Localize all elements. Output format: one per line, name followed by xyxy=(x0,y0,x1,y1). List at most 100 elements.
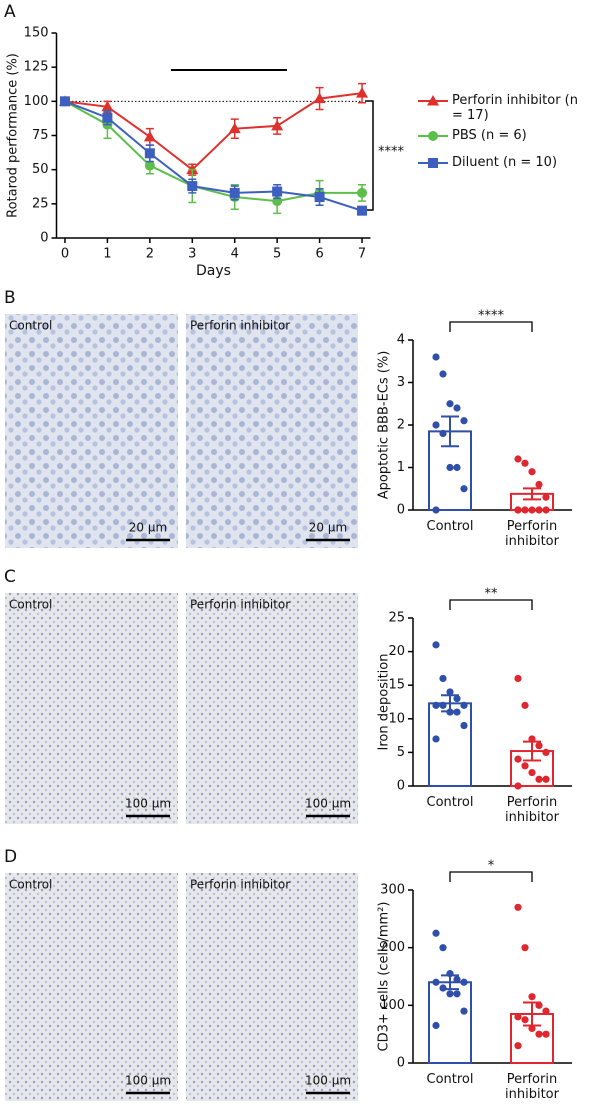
y-tick-label: 1 xyxy=(397,460,405,475)
legend-label-box: Perforin inhibitor (n = 17) xyxy=(452,93,578,123)
data-point xyxy=(439,944,447,952)
y-tick-label: 200 xyxy=(380,940,405,955)
data-point xyxy=(460,417,468,425)
data-point xyxy=(535,1030,543,1038)
data-point xyxy=(439,984,447,992)
significance-annotation: **** xyxy=(478,309,505,324)
scale-bar-label: 100 µm xyxy=(305,1074,351,1088)
scale-bar-label: 20 µm xyxy=(309,521,347,535)
data-point xyxy=(535,480,543,489)
data-point xyxy=(528,993,536,1001)
y-tick-label: 10 xyxy=(388,711,405,726)
x-tick-label: Perforin inhibitor xyxy=(505,519,559,549)
y-tick-label: 2 xyxy=(397,418,405,433)
data-point xyxy=(521,944,529,952)
data-point xyxy=(514,455,522,463)
data-point xyxy=(432,353,440,361)
data-point xyxy=(453,404,461,412)
data-point xyxy=(528,1024,536,1032)
data-point xyxy=(432,978,440,986)
marker xyxy=(271,119,284,131)
micrograph xyxy=(186,593,358,824)
data-point xyxy=(514,1013,522,1021)
data-point xyxy=(514,755,522,763)
error-bar xyxy=(523,487,541,501)
data-point xyxy=(542,506,550,514)
data-point xyxy=(460,978,468,986)
significance-bracket xyxy=(449,321,533,332)
x-tick-label: Control xyxy=(426,519,474,534)
data-point xyxy=(439,674,447,683)
data-point xyxy=(535,742,543,750)
y-tick-label: 5 xyxy=(397,745,405,760)
marker xyxy=(102,112,113,123)
marker xyxy=(144,148,155,159)
data-point xyxy=(432,506,440,514)
y-tick-label: 0 xyxy=(40,231,48,246)
marker xyxy=(313,92,326,104)
micrograph-label: Perforin inhibitor xyxy=(190,319,290,333)
y-tick-label: 4 xyxy=(397,333,405,348)
marker xyxy=(314,192,325,202)
micrograph xyxy=(5,314,178,548)
data-point xyxy=(460,1007,468,1015)
legend-marker xyxy=(428,158,438,168)
y-tick-label: 25 xyxy=(388,611,405,626)
data-point xyxy=(514,1042,522,1050)
data-point xyxy=(528,468,536,476)
micrograph xyxy=(5,593,178,824)
micrograph-label: Control xyxy=(9,598,52,612)
data-point xyxy=(514,903,522,911)
y-tick-label: 125 xyxy=(24,60,49,75)
data-point xyxy=(446,990,454,998)
significance-annotation: * xyxy=(488,859,495,874)
panel-label: D xyxy=(4,847,17,867)
micrograph xyxy=(5,873,178,1101)
micrograph-label: Control xyxy=(9,319,52,333)
marker xyxy=(229,187,240,198)
data-point xyxy=(446,400,454,408)
data-point xyxy=(439,429,447,438)
data-point xyxy=(521,506,529,514)
data-point xyxy=(542,748,550,757)
x-tick-label: 5 xyxy=(273,247,281,262)
data-point xyxy=(528,768,536,777)
micrograph-label: Perforin inhibitor xyxy=(190,878,290,892)
y-tick-label: 25 xyxy=(32,196,49,211)
data-point xyxy=(453,695,461,703)
data-point xyxy=(460,721,468,730)
series-line xyxy=(64,100,363,212)
x-tick-label: 6 xyxy=(315,247,323,262)
legend-marker xyxy=(428,131,438,141)
legend-label: PBS (n = 6) xyxy=(452,128,527,143)
x-tick-label: 2 xyxy=(146,247,154,262)
x-tick-label: Control xyxy=(426,1072,474,1087)
y-tick-label: 0 xyxy=(397,1056,405,1071)
x-tick-label: 3 xyxy=(188,247,196,262)
micrograph-label: Perforin inhibitor xyxy=(190,598,290,612)
y-axis-label: Rotarod performance (%) xyxy=(6,53,21,218)
x-axis-label: Days xyxy=(196,263,231,279)
x-tick-label-box: Control xyxy=(427,795,474,810)
data-point xyxy=(521,459,529,467)
significance-annotation: ** xyxy=(485,587,499,602)
legend-label-box: Diluent (n = 10) xyxy=(452,155,557,170)
error-bar xyxy=(441,415,459,448)
x-tick-label-box: Control xyxy=(426,1072,474,1087)
data-point xyxy=(432,1021,440,1030)
data-point xyxy=(542,493,550,501)
data-point xyxy=(446,688,454,696)
data-point xyxy=(460,485,468,493)
y-tick-label: 100 xyxy=(380,998,405,1013)
data-point xyxy=(528,506,536,514)
data-point xyxy=(521,1016,529,1024)
marker xyxy=(357,187,368,198)
data-point xyxy=(514,674,522,683)
significance-bracket xyxy=(449,871,533,882)
y-tick-label: 300 xyxy=(380,883,405,898)
y-tick-label: 0 xyxy=(397,779,405,794)
data-point xyxy=(542,775,550,783)
marker xyxy=(228,122,241,134)
data-point xyxy=(542,1007,550,1015)
